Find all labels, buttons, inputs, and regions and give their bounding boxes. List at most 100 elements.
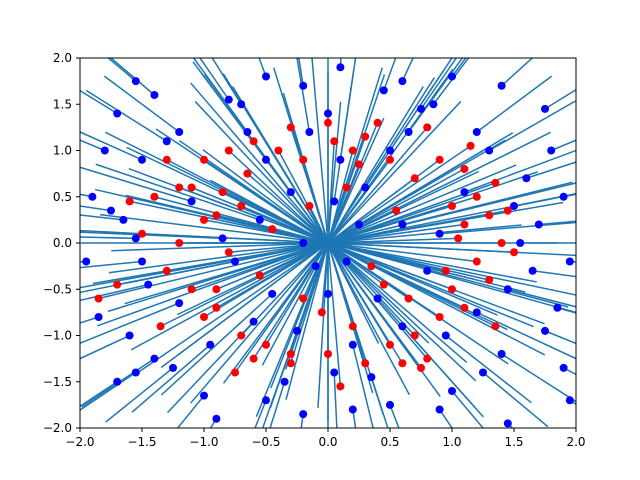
connector-line	[507, 288, 576, 308]
connector-line	[296, 58, 311, 133]
red-point	[342, 183, 351, 192]
blue-point	[386, 400, 394, 409]
blue-point	[162, 137, 171, 146]
blue-point	[559, 192, 568, 201]
red-point	[200, 155, 208, 164]
blue-point	[243, 128, 252, 136]
connector-line	[432, 58, 470, 105]
blue-point	[218, 234, 227, 243]
blue-point	[175, 299, 184, 308]
blue-point	[311, 262, 320, 271]
y-tick-label: −2.0	[43, 421, 72, 435]
connector-line	[80, 209, 508, 289]
blue-point	[336, 155, 345, 164]
y-tick-label: −0.5	[43, 282, 72, 296]
blue-point	[472, 128, 481, 136]
red-point	[150, 192, 159, 201]
x-tick-label: −2.0	[65, 435, 94, 449]
connector-line	[80, 302, 180, 345]
red-point	[138, 229, 146, 238]
red-point	[274, 146, 283, 155]
connector-line	[80, 236, 136, 240]
red-point	[212, 285, 221, 294]
blue-point	[175, 128, 184, 136]
connector-line	[228, 149, 477, 382]
connector-line	[80, 283, 149, 302]
blue-point	[280, 377, 289, 386]
y-axis: −2.0 −1.5 −1.0 −0.5 0.0 0.5 1.0 1.5 2.0	[43, 51, 80, 435]
connector-line	[252, 77, 436, 360]
connector-line	[476, 311, 576, 360]
blue-point	[485, 146, 494, 155]
connector-line	[284, 187, 348, 370]
blue-point	[423, 266, 432, 275]
blue-point	[398, 220, 407, 229]
x-tick-label: −1.0	[189, 435, 218, 449]
connector-line	[97, 182, 496, 327]
red-point	[212, 303, 221, 312]
connector-line	[95, 163, 261, 221]
blue-point	[541, 326, 549, 335]
red-point	[330, 137, 339, 146]
blue-point	[255, 215, 264, 224]
blue-point	[342, 257, 351, 266]
y-tick-label: 0.0	[53, 236, 72, 250]
connector-line	[80, 381, 118, 408]
red-point	[435, 313, 444, 321]
blue-point	[107, 206, 115, 215]
connector-line	[285, 150, 354, 400]
blue-point	[348, 340, 357, 349]
connector-line	[488, 100, 576, 152]
blue-point	[293, 326, 301, 335]
red-point	[324, 350, 332, 358]
connector-line	[80, 316, 99, 324]
x-tick-label: 0.5	[380, 435, 399, 449]
red-point	[491, 178, 500, 187]
connector-line	[176, 395, 205, 428]
red-point	[472, 257, 481, 266]
connector-line	[464, 149, 576, 193]
blue-point	[441, 331, 450, 340]
red-point	[398, 359, 407, 368]
red-point	[497, 239, 506, 247]
red-point	[361, 359, 370, 368]
red-point	[299, 155, 308, 164]
blue-point	[113, 109, 122, 118]
blue-point	[138, 155, 146, 164]
connector-line	[270, 164, 360, 389]
red-point	[417, 363, 425, 372]
red-point	[386, 340, 394, 349]
red-point	[200, 215, 208, 224]
connector-line	[99, 213, 477, 263]
red-point	[94, 294, 103, 303]
red-point	[361, 132, 370, 141]
red-point	[237, 202, 246, 210]
connector-line	[130, 168, 465, 351]
connector-line	[80, 214, 124, 221]
red-point	[175, 239, 184, 247]
connector-line	[445, 334, 532, 404]
connector-line	[321, 101, 342, 313]
blue-point	[125, 331, 134, 340]
red-point	[299, 294, 308, 303]
blue-point	[206, 340, 215, 349]
x-tick-label: −0.5	[251, 435, 280, 449]
red-point	[485, 276, 494, 284]
red-point	[156, 322, 165, 331]
red-point	[237, 331, 246, 340]
red-point	[175, 183, 184, 192]
connector-line	[259, 170, 480, 277]
connector-line	[103, 75, 180, 133]
red-point	[113, 280, 122, 289]
connector-line	[538, 220, 576, 226]
blue-point	[472, 308, 481, 317]
blue-point	[541, 104, 549, 113]
connector-line	[108, 223, 465, 274]
blue-point	[435, 405, 444, 414]
blue-point	[361, 183, 370, 192]
connector-line	[178, 139, 410, 300]
red-point	[441, 266, 450, 275]
y-tick-label: 0.5	[53, 190, 72, 204]
red-point	[286, 123, 295, 132]
blue-point	[547, 146, 556, 155]
